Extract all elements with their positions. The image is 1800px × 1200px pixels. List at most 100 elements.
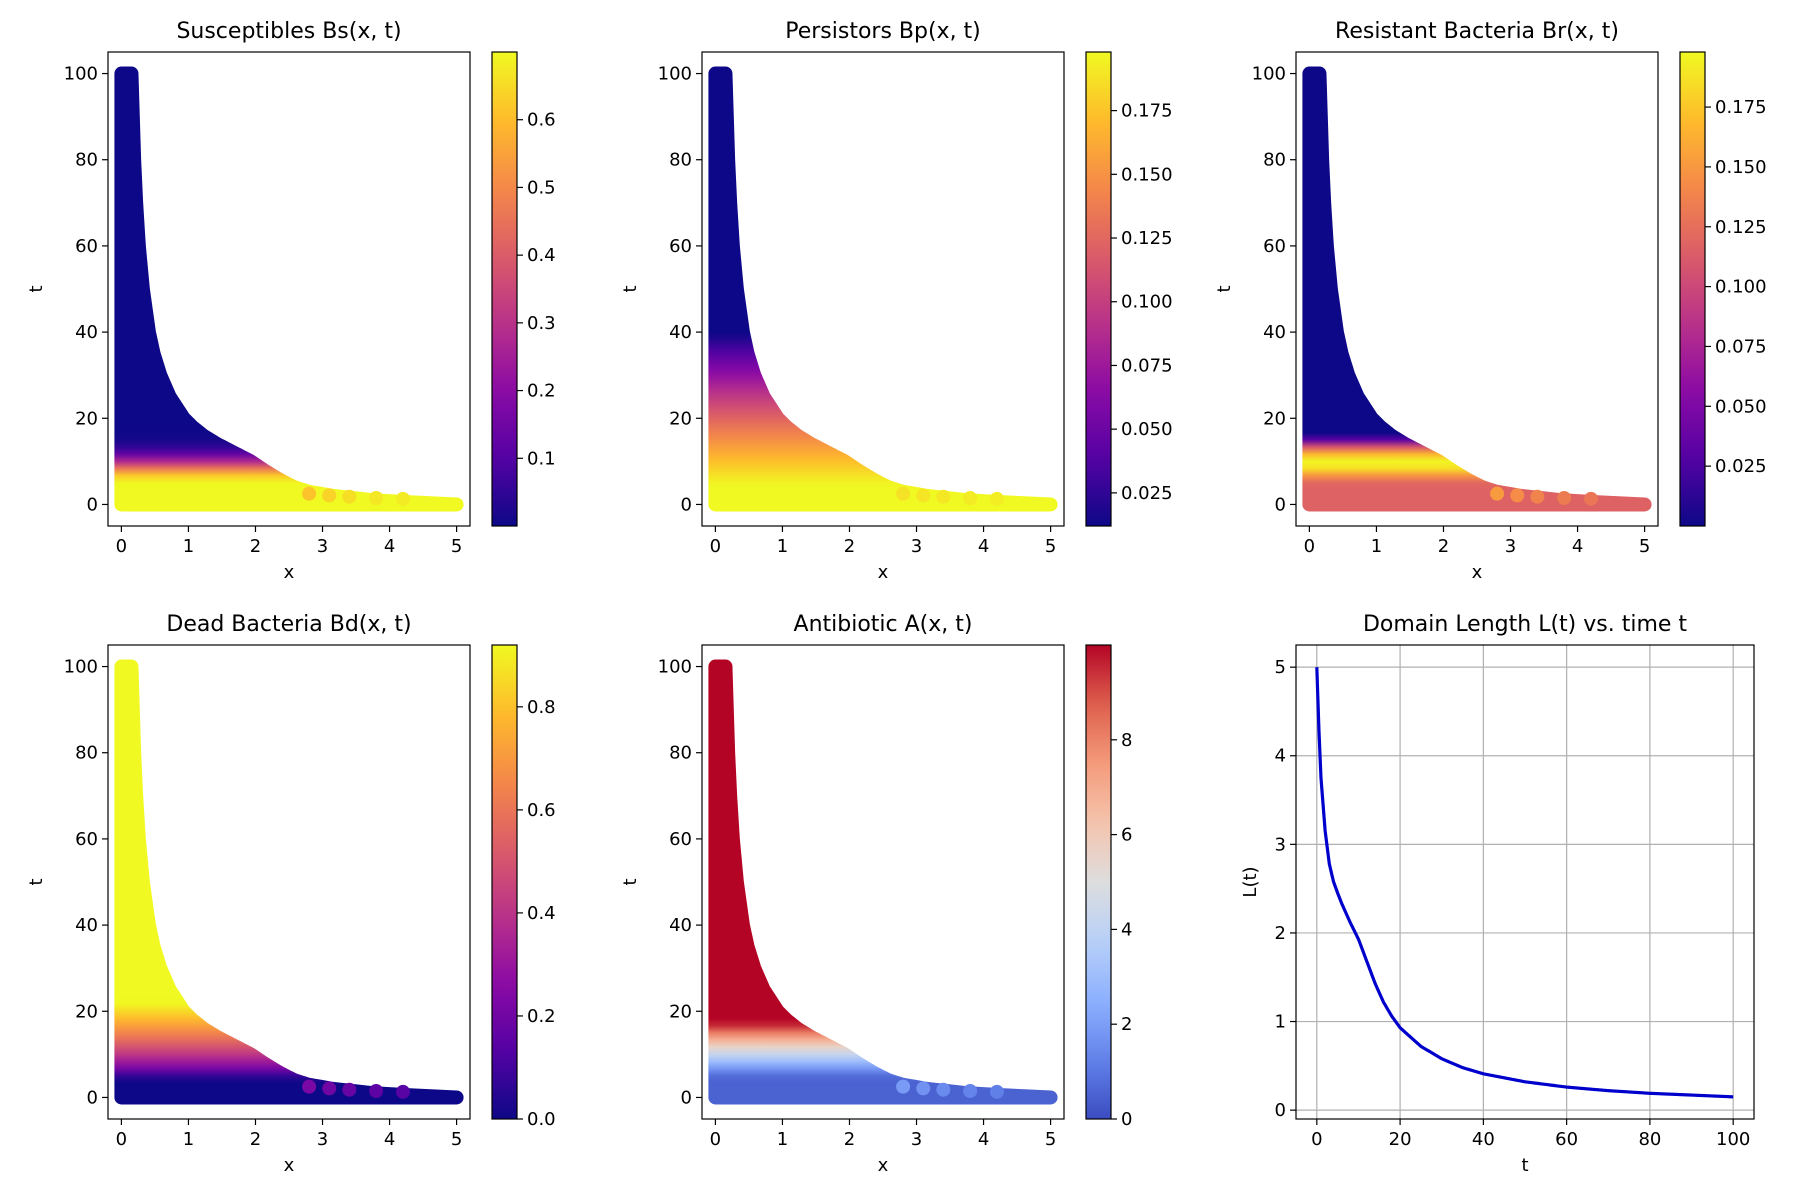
x-axis-label: x — [878, 1155, 889, 1176]
heatmap-marker — [989, 491, 1004, 506]
heatmap-marker — [302, 1079, 317, 1094]
y-tick-label: 100 — [658, 64, 692, 85]
x-tick-label: 3 — [317, 1129, 328, 1150]
heatmap-marker — [896, 1079, 911, 1094]
heatmap-region — [708, 66, 1058, 512]
x-tick-label: 4 — [384, 1129, 395, 1150]
x-axis-label: x — [1472, 562, 1483, 583]
x-tick-label: 5 — [1045, 1129, 1056, 1150]
colorbar — [492, 645, 517, 1119]
y-tick-label: 40 — [669, 915, 692, 936]
x-tick-label: 0 — [116, 536, 127, 557]
y-tick-label: 80 — [669, 150, 692, 171]
y-tick-label: 20 — [669, 408, 692, 429]
colorbar-tick-label: 0.050 — [1121, 419, 1173, 440]
chart-panel-1: Susceptibles Bs(x, t) 0.1 0.2 0.3 0.4 0.5 0.6 0… — [26, 19, 556, 583]
colorbar-tick-label: 8 — [1121, 730, 1132, 751]
x-tick-label: 60 — [1555, 1129, 1578, 1150]
colorbar-tick-label: 0.3 — [527, 313, 556, 334]
x-tick-label: 4 — [1572, 536, 1583, 557]
colorbar-frame — [1085, 644, 1112, 1120]
heatmap-marker — [1557, 490, 1572, 505]
x-tick-label: 1 — [183, 1129, 194, 1150]
chart-title: Persistors Bp(x, t) — [785, 19, 981, 44]
colorbar-frame — [491, 644, 518, 1120]
chart-panel-6: Domain Length L(t) vs. time t0 20 40 60 80 10… — [1240, 612, 1755, 1176]
heatmap-marker — [342, 1082, 357, 1097]
heatmap-marker — [1583, 491, 1598, 506]
y-tick-label: 20 — [669, 1001, 692, 1022]
heatmap-region — [114, 659, 464, 1105]
colorbar-tick-label: 0.0 — [527, 1109, 556, 1130]
y-tick-label: 20 — [75, 408, 98, 429]
y-axis-label: t — [1214, 285, 1235, 292]
colorbar-tick-label: 0.025 — [1715, 456, 1767, 477]
x-axis-label: x — [284, 1155, 295, 1176]
y-tick-label: 1 — [1275, 1012, 1286, 1033]
x-axis-label: x — [284, 562, 295, 583]
y-axis-label: t — [620, 878, 641, 885]
colorbar-tick-label: 0.175 — [1715, 97, 1767, 118]
colorbar-tick-label: 6 — [1121, 825, 1132, 846]
y-tick-label: 3 — [1275, 834, 1286, 855]
x-tick-label: 5 — [451, 1129, 462, 1150]
y-tick-label: 80 — [1263, 150, 1286, 171]
colorbar-tick-label: 4 — [1121, 919, 1132, 940]
x-tick-label: 1 — [777, 1129, 788, 1150]
heatmap-marker — [395, 1084, 410, 1099]
x-tick-label: 0 — [710, 1129, 721, 1150]
colorbar-frame — [1679, 51, 1706, 527]
chart-title: Antibiotic A(x, t) — [794, 612, 973, 637]
y-tick-label: 60 — [669, 236, 692, 257]
chart-title: Dead Bacteria Bd(x, t) — [166, 612, 411, 637]
heatmap-marker — [963, 490, 978, 505]
x-tick-label: 3 — [911, 536, 922, 557]
heatmap-surface — [114, 659, 464, 1105]
x-tick-label: 0 — [1311, 1129, 1322, 1150]
x-tick-label: 5 — [1639, 536, 1650, 557]
heatmap-surface — [708, 659, 1058, 1105]
x-axis-label: t — [1521, 1155, 1528, 1176]
y-tick-label: 40 — [75, 322, 98, 343]
heatmap-marker — [369, 490, 384, 505]
heatmap-marker — [1490, 486, 1505, 501]
y-tick-label: 40 — [669, 322, 692, 343]
y-tick-label: 60 — [75, 236, 98, 257]
x-axis-label: x — [878, 562, 889, 583]
colorbar-tick-label: 0.4 — [527, 903, 556, 924]
y-tick-label: 2 — [1275, 923, 1286, 944]
colorbar-tick-label: 0.025 — [1121, 483, 1173, 504]
x-tick-label: 3 — [317, 536, 328, 557]
y-tick-label: 20 — [1263, 408, 1286, 429]
y-tick-label: 0 — [1275, 494, 1286, 515]
x-tick-label: 4 — [978, 1129, 989, 1150]
heatmap-region — [1302, 66, 1652, 512]
x-tick-label: 20 — [1389, 1129, 1412, 1150]
x-tick-label: 5 — [451, 536, 462, 557]
y-tick-label: 60 — [1263, 236, 1286, 257]
colorbar-tick-label: 0.075 — [1715, 336, 1767, 357]
y-tick-label: 80 — [75, 150, 98, 171]
y-tick-label: 60 — [75, 829, 98, 850]
heatmap-marker — [896, 486, 911, 501]
y-tick-label: 100 — [64, 64, 98, 85]
y-tick-label: 100 — [658, 657, 692, 678]
heatmap-marker — [936, 489, 951, 504]
y-tick-label: 100 — [1252, 64, 1286, 85]
heatmap-marker — [1530, 489, 1545, 504]
plot-frame — [107, 644, 471, 1120]
heatmap-marker — [322, 488, 337, 503]
colorbar — [1086, 645, 1111, 1119]
x-tick-label: 2 — [250, 1129, 261, 1150]
x-tick-label: 2 — [844, 1129, 855, 1150]
y-tick-label: 80 — [669, 743, 692, 764]
heatmap-marker — [963, 1083, 978, 1098]
colorbar-tick-label: 2 — [1121, 1014, 1132, 1035]
y-tick-label: 0 — [681, 1087, 692, 1108]
heatmap-marker — [369, 1083, 384, 1098]
x-tick-label: 40 — [1472, 1129, 1495, 1150]
heatmap-marker — [322, 1081, 337, 1096]
y-tick-label: 4 — [1275, 746, 1286, 767]
